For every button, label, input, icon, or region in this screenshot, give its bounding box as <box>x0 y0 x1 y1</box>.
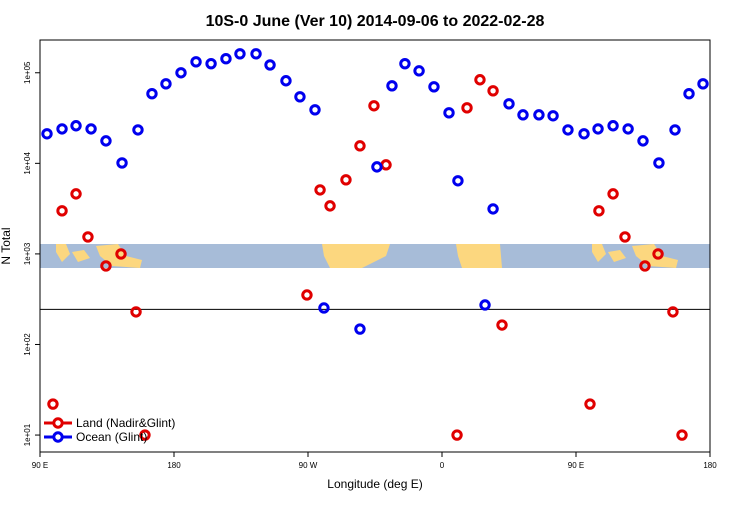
point <box>443 107 455 119</box>
y-tick-label: 1e+02 <box>23 333 32 356</box>
point <box>652 248 664 260</box>
point <box>314 184 326 196</box>
x-tick-label: 90 W <box>299 461 318 470</box>
point <box>592 123 604 135</box>
point <box>683 88 695 100</box>
point <box>340 174 352 186</box>
point <box>496 319 508 331</box>
point <box>250 48 262 60</box>
legend-marker <box>52 417 64 429</box>
point <box>593 205 605 217</box>
x-tick-label: 90 E <box>32 461 48 470</box>
legend-label: Land (Nadir&Glint) <box>76 416 175 430</box>
point <box>697 78 709 90</box>
point <box>487 203 499 215</box>
x-tick-label: 0 <box>440 461 445 470</box>
legend-marker <box>52 431 64 443</box>
point <box>56 123 68 135</box>
point <box>533 109 545 121</box>
point <box>399 57 411 70</box>
point <box>639 260 651 272</box>
x-tick-label: 90 E <box>568 461 584 470</box>
point <box>309 104 321 116</box>
point <box>584 398 596 410</box>
point <box>132 124 144 136</box>
point <box>479 299 491 311</box>
x-axis-label: Longitude (deg E) <box>327 477 422 491</box>
y-tick-label: 1e+04 <box>23 152 32 175</box>
point <box>280 75 292 87</box>
legend-label: Ocean (Glint) <box>76 430 147 444</box>
point <box>653 157 665 169</box>
point <box>41 128 53 140</box>
point <box>324 200 336 212</box>
point <box>139 429 151 441</box>
point <box>100 260 112 272</box>
point <box>146 88 158 100</box>
point <box>70 188 82 200</box>
point <box>175 67 187 79</box>
y-tick-label: 1e+05 <box>23 61 32 84</box>
point <box>318 302 330 314</box>
point <box>116 157 128 169</box>
point <box>160 78 172 90</box>
point <box>190 56 202 68</box>
point <box>413 65 425 77</box>
x-tick-label: 180 <box>167 461 181 470</box>
chart-title: 10S-0 June (Ver 10) 2014-09-06 to 2022-0… <box>206 13 545 30</box>
point <box>451 429 463 441</box>
point <box>264 59 276 71</box>
point <box>371 161 383 173</box>
point <box>428 81 440 93</box>
point <box>669 124 681 136</box>
point <box>667 306 679 318</box>
y-tick-label: 1e+01 <box>23 423 32 446</box>
point <box>487 85 499 97</box>
point <box>578 128 590 140</box>
point <box>205 57 217 70</box>
point <box>607 120 619 132</box>
point <box>562 124 574 136</box>
y-axis-label: N Total <box>0 227 13 264</box>
point <box>637 135 649 147</box>
point <box>130 306 142 318</box>
point <box>82 231 94 243</box>
point <box>622 123 634 135</box>
point <box>503 98 515 110</box>
point <box>386 80 398 92</box>
map-strip <box>40 244 710 268</box>
point <box>85 123 97 135</box>
point <box>452 175 464 187</box>
point <box>607 188 619 200</box>
point <box>220 52 232 65</box>
plot-frame <box>39 39 711 453</box>
point <box>354 140 366 152</box>
point <box>301 289 313 301</box>
x-tick-label: 180 <box>703 461 717 470</box>
point <box>234 48 246 60</box>
point <box>294 91 306 103</box>
point <box>547 110 559 122</box>
point <box>676 429 688 441</box>
y-tick-label: 1e+03 <box>23 242 32 265</box>
point <box>368 100 380 112</box>
point <box>474 74 486 86</box>
point <box>517 109 529 121</box>
point <box>100 135 112 147</box>
point <box>461 102 473 114</box>
point <box>56 205 68 217</box>
point <box>619 231 631 243</box>
point <box>70 120 82 132</box>
point <box>380 159 392 171</box>
point <box>115 248 127 260</box>
point <box>354 323 366 335</box>
point <box>47 398 59 410</box>
